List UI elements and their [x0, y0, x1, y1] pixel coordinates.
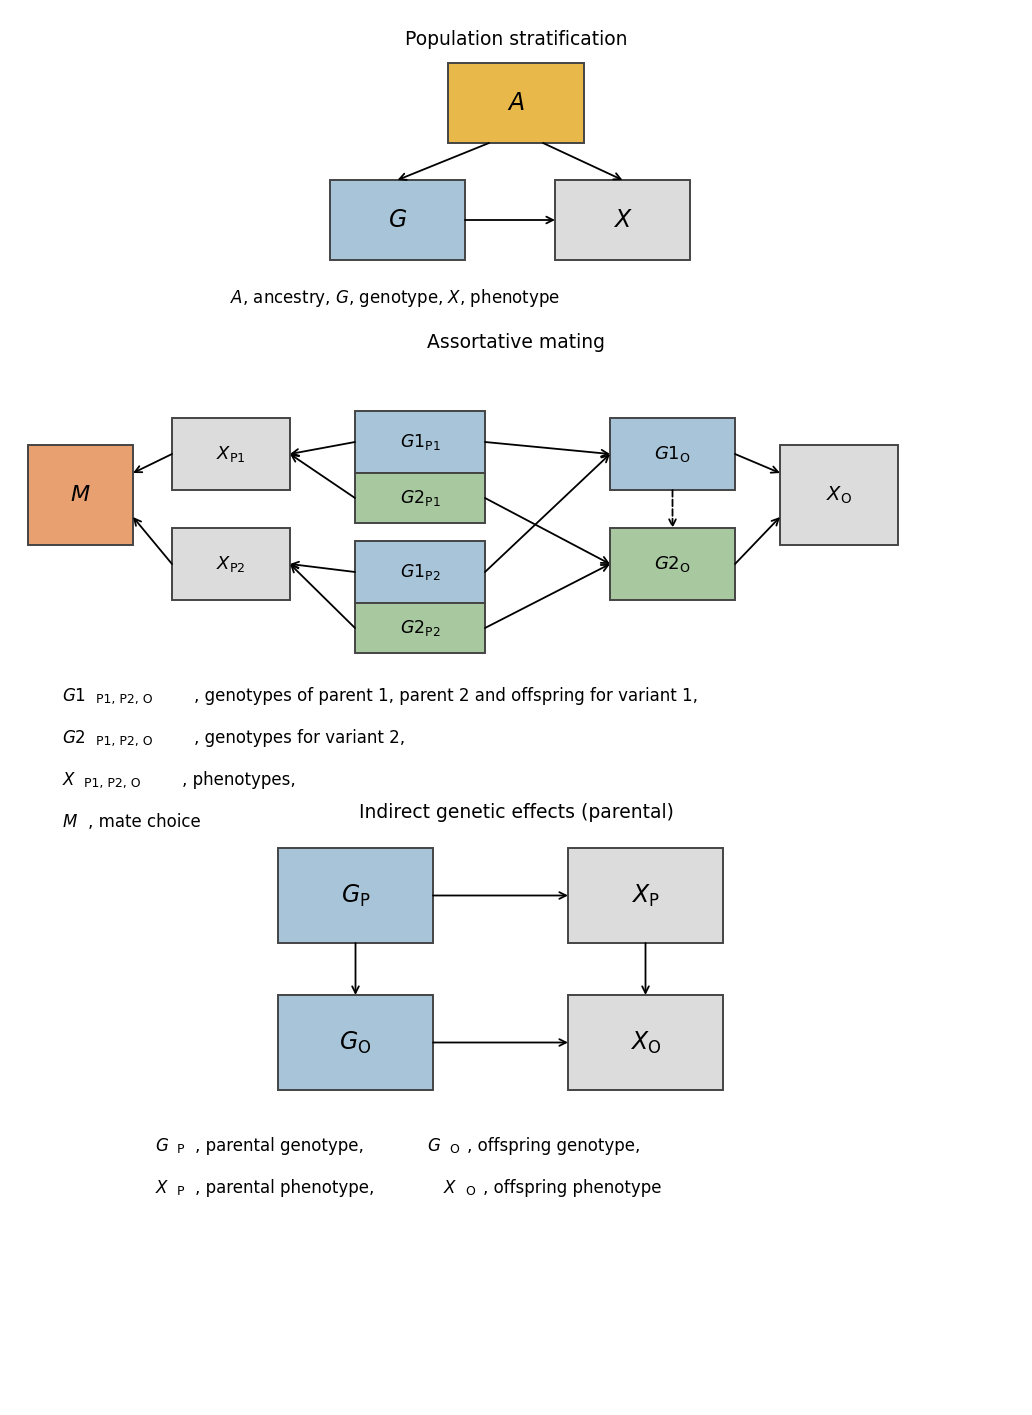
Text: Indirect genetic effects (parental): Indirect genetic effects (parental) — [358, 802, 674, 822]
Text: Population stratification: Population stratification — [405, 30, 627, 50]
Text: $\mathit{G}1_{\rm O}$: $\mathit{G}1_{\rm O}$ — [654, 444, 690, 464]
Bar — [449, 64, 583, 143]
Text: P: P — [178, 1184, 185, 1199]
Text: , genotypes for variant 2,: , genotypes for variant 2, — [194, 729, 406, 747]
Bar — [172, 528, 290, 600]
Text: $\mathit{X}$: $\mathit{X}$ — [155, 1179, 169, 1197]
Text: $\mathit{X}$: $\mathit{X}$ — [613, 208, 633, 232]
Text: O: O — [449, 1143, 459, 1156]
Bar — [355, 473, 485, 524]
Text: $\mathit{G}$1: $\mathit{G}$1 — [62, 688, 86, 705]
Bar — [610, 528, 735, 600]
Bar — [28, 444, 133, 545]
Text: $\mathit{G}2_{\rm P2}$: $\mathit{G}2_{\rm P2}$ — [399, 618, 441, 638]
Text: $\mathit{G}$2: $\mathit{G}$2 — [62, 729, 86, 747]
Text: $\mathit{G}$: $\mathit{G}$ — [155, 1138, 169, 1155]
Bar — [610, 417, 735, 490]
Bar — [278, 848, 433, 942]
Text: , offspring phenotype: , offspring phenotype — [483, 1179, 662, 1197]
Text: , mate choice: , mate choice — [88, 814, 201, 831]
Text: P: P — [178, 1143, 185, 1156]
Text: $\mathit{A}$, ancestry, $\mathit{G}$, genotype, $\mathit{X}$, phenotype: $\mathit{A}$, ancestry, $\mathit{G}$, ge… — [230, 287, 560, 308]
Bar — [780, 444, 898, 545]
Text: $\mathit{G}_{\rm O}$: $\mathit{G}_{\rm O}$ — [340, 1029, 372, 1056]
Text: $\mathit{X}_{\rm P}$: $\mathit{X}_{\rm P}$ — [632, 883, 659, 908]
Bar — [330, 180, 465, 260]
Bar — [355, 410, 485, 473]
Text: $\mathit{G}2_{\rm P1}$: $\mathit{G}2_{\rm P1}$ — [399, 488, 441, 508]
Text: $\mathit{G}$: $\mathit{G}$ — [388, 208, 407, 232]
Text: $\mathit{M}$: $\mathit{M}$ — [62, 814, 77, 831]
Bar — [278, 995, 433, 1090]
Text: $\mathit{X}_{\rm O}$: $\mathit{X}_{\rm O}$ — [826, 484, 852, 505]
Bar — [355, 603, 485, 652]
Bar — [568, 995, 723, 1090]
Text: P1, P2, O: P1, P2, O — [96, 693, 153, 706]
Text: $\mathit{G}_{\rm P}$: $\mathit{G}_{\rm P}$ — [341, 883, 370, 908]
Text: , parental genotype,: , parental genotype, — [195, 1138, 369, 1155]
Bar — [555, 180, 690, 260]
Bar — [355, 541, 485, 603]
Text: $\mathit{G}1_{\rm P1}$: $\mathit{G}1_{\rm P1}$ — [399, 432, 441, 451]
Text: $\mathit{A}$: $\mathit{A}$ — [507, 91, 525, 115]
Text: , offspring genotype,: , offspring genotype, — [467, 1138, 641, 1155]
Text: P1, P2, O: P1, P2, O — [84, 777, 140, 790]
Text: $\mathit{X}_{\rm P1}$: $\mathit{X}_{\rm P1}$ — [217, 444, 246, 464]
Text: $\mathit{G}$: $\mathit{G}$ — [427, 1138, 441, 1155]
Text: Assortative mating: Assortative mating — [427, 333, 605, 352]
Text: P1, P2, O: P1, P2, O — [96, 734, 153, 749]
Text: $\mathit{X}_{\rm P2}$: $\mathit{X}_{\rm P2}$ — [217, 555, 246, 574]
Bar — [568, 848, 723, 942]
Text: , genotypes of parent 1, parent 2 and offspring for variant 1,: , genotypes of parent 1, parent 2 and of… — [194, 688, 698, 705]
Bar — [172, 417, 290, 490]
Text: , parental phenotype,: , parental phenotype, — [195, 1179, 380, 1197]
Text: $\mathit{M}$: $\mathit{M}$ — [70, 485, 91, 505]
Text: $\mathit{G}1_{\rm P2}$: $\mathit{G}1_{\rm P2}$ — [399, 562, 441, 582]
Text: , phenotypes,: , phenotypes, — [182, 771, 296, 790]
Text: $\mathit{X}$: $\mathit{X}$ — [443, 1179, 457, 1197]
Text: O: O — [465, 1184, 475, 1199]
Text: $\mathit{G}2_{\rm O}$: $\mathit{G}2_{\rm O}$ — [654, 555, 690, 574]
Text: $\mathit{X}$: $\mathit{X}$ — [62, 771, 76, 790]
Text: $\mathit{X}_{\rm O}$: $\mathit{X}_{\rm O}$ — [630, 1029, 662, 1056]
